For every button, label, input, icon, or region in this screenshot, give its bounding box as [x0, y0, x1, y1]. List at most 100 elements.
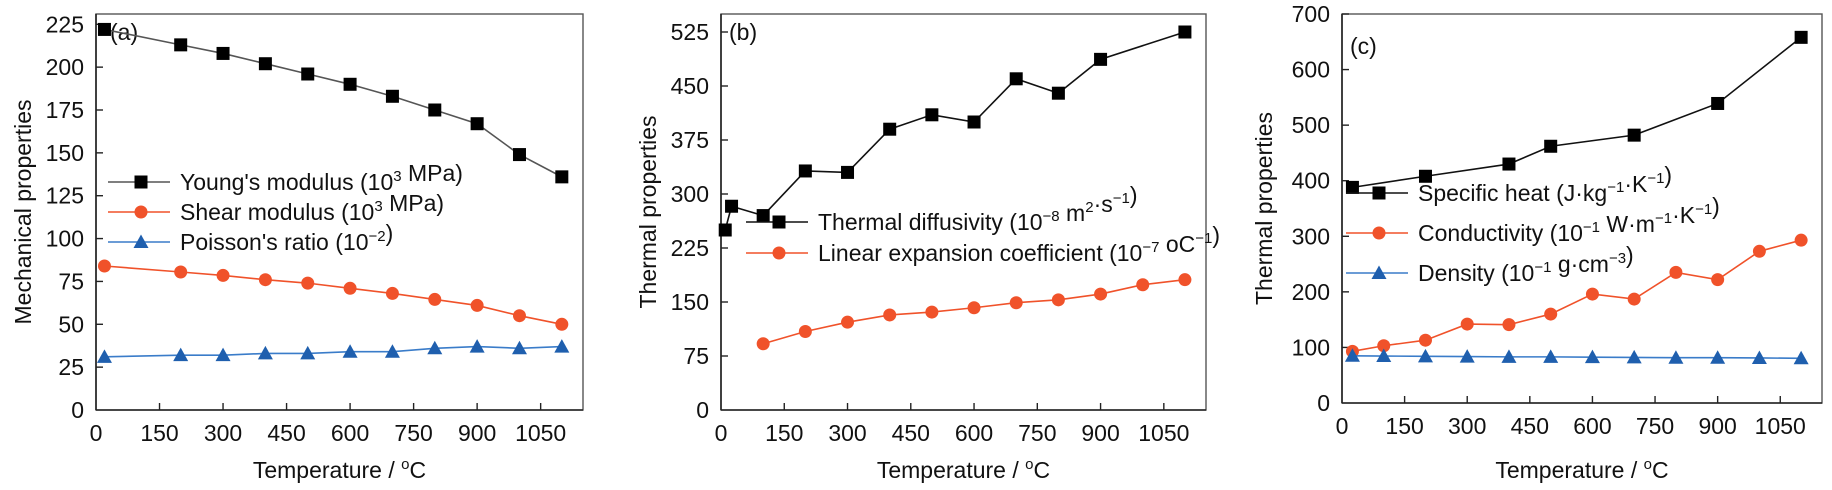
data-point: [1136, 278, 1150, 292]
data-point: [1626, 349, 1642, 364]
data-point: [342, 344, 358, 358]
y-tick-label: 375: [671, 127, 709, 153]
y-tick-label: 50: [58, 311, 84, 337]
superscript: −8: [1043, 208, 1060, 225]
y-tick-label: 0: [1317, 390, 1330, 416]
data-point: [174, 265, 188, 279]
data-point: [97, 259, 111, 273]
legend-marker: [134, 175, 148, 189]
y-tick-label: 500: [1292, 112, 1330, 138]
data-point: [1502, 318, 1516, 332]
data-point: [384, 344, 400, 358]
data-point: [756, 337, 770, 351]
data-point: [967, 115, 981, 129]
text-run: Thermal diffusivity (10: [818, 209, 1043, 235]
superscript: 3: [374, 198, 382, 215]
superscript: −7: [1142, 239, 1159, 256]
legend-marker: [772, 215, 786, 229]
x-axis-label: Temperature / oC: [253, 456, 426, 483]
chart-panel-a: 0 150 300 450 600 750 900 1050 0 25 50 75 100 125 150 1…: [10, 11, 584, 483]
data-point: [1377, 339, 1391, 353]
legend-marker: [134, 205, 148, 219]
data-point: [1418, 333, 1432, 347]
x-tick-label: 900: [1698, 413, 1736, 439]
x-tick-label: 1050: [1755, 413, 1806, 439]
data-point: [798, 164, 812, 178]
x-tick-label: 150: [140, 420, 178, 446]
data-point: [427, 340, 443, 355]
data-point: [1751, 350, 1767, 364]
y-tick-label: 225: [46, 11, 84, 37]
data-point: [725, 199, 739, 213]
superscript: −2: [368, 228, 385, 245]
text-run: g·cm: [1551, 251, 1609, 277]
y-tick-label: 150: [671, 289, 709, 315]
text-run: Density (10: [1418, 260, 1534, 286]
data-point: [257, 345, 273, 360]
superscript: −1: [1647, 170, 1664, 187]
y-tick-label: 75: [58, 268, 84, 294]
legend-marker: [133, 234, 149, 248]
data-point: [883, 122, 897, 136]
y-tick-label: 300: [1292, 223, 1330, 249]
y-tick-label: 175: [46, 97, 84, 123]
x-axis-label: Temperature / oC: [877, 456, 1050, 483]
text-run: Poisson's ratio (10: [180, 229, 368, 255]
legend: Specific heat (J·kg−1·K−1)Conductivity (…: [1346, 162, 1720, 286]
superscript: 3: [393, 168, 401, 185]
data-point: [1752, 244, 1766, 258]
legend-marker: [1371, 265, 1387, 279]
x-tick-label: 600: [955, 420, 993, 446]
y-tick-label: 450: [671, 73, 709, 99]
legend-item: Thermal diffusivity (10−8 m2·s−1): [746, 182, 1138, 235]
legend-item: Conductivity (10−1 W·m−1·K−1): [1346, 193, 1720, 246]
legend-marker: [1372, 226, 1386, 240]
series-line: [104, 345, 562, 358]
y-axis-label: Mechanical properties: [10, 99, 36, 324]
superscript: −1: [1695, 201, 1712, 218]
text-run: ·K: [1672, 202, 1696, 228]
data-point: [300, 345, 316, 360]
y-tick-label: 400: [1292, 168, 1330, 194]
data-point: [1584, 349, 1600, 364]
y-tick-label: 0: [696, 397, 709, 423]
y-axis-label: Thermal properties: [635, 115, 661, 308]
text-run: ): [1664, 162, 1672, 188]
data-point: [841, 165, 855, 179]
text-run: MPa): [383, 190, 444, 216]
text-run: ): [1712, 193, 1720, 219]
x-tick-label: 900: [1081, 420, 1119, 446]
data-point: [1051, 293, 1065, 307]
y-tick-label: 700: [1292, 1, 1330, 27]
series-1: [1345, 233, 1808, 358]
x-axis-label: Temperature / oC: [1495, 456, 1668, 483]
legend-label: Density (10−1 g·cm−3): [1418, 242, 1634, 286]
x-tick-label: 1050: [515, 420, 566, 446]
legend-item: Shear modulus (103 MPa): [108, 190, 444, 225]
data-point: [216, 268, 230, 282]
x-tick-label: 300: [204, 420, 242, 446]
y-tick-label: 200: [1292, 279, 1330, 305]
data-point: [1543, 349, 1559, 363]
series-line: [1352, 36, 1802, 189]
y-tick-label: 100: [1292, 334, 1330, 360]
data-point: [798, 325, 812, 339]
data-point: [1794, 233, 1808, 247]
legend-label: Specific heat (J·kg−1·K−1): [1418, 162, 1672, 206]
unit-c: C: [410, 457, 427, 483]
data-point: [1501, 349, 1517, 363]
data-point: [512, 148, 526, 162]
y-tick-label: 125: [46, 183, 84, 209]
data-point: [216, 46, 230, 60]
data-point: [301, 276, 315, 290]
text-run: W·m: [1600, 211, 1655, 237]
data-point: [1418, 169, 1432, 183]
y-axis-label: Thermal properties: [1251, 112, 1277, 305]
data-point: [1460, 317, 1474, 331]
data-point: [343, 77, 357, 91]
y-tick-label: 100: [46, 226, 84, 252]
data-point: [718, 223, 732, 237]
degree-symbol: o: [401, 456, 409, 473]
text-run: ·s: [1094, 191, 1113, 217]
